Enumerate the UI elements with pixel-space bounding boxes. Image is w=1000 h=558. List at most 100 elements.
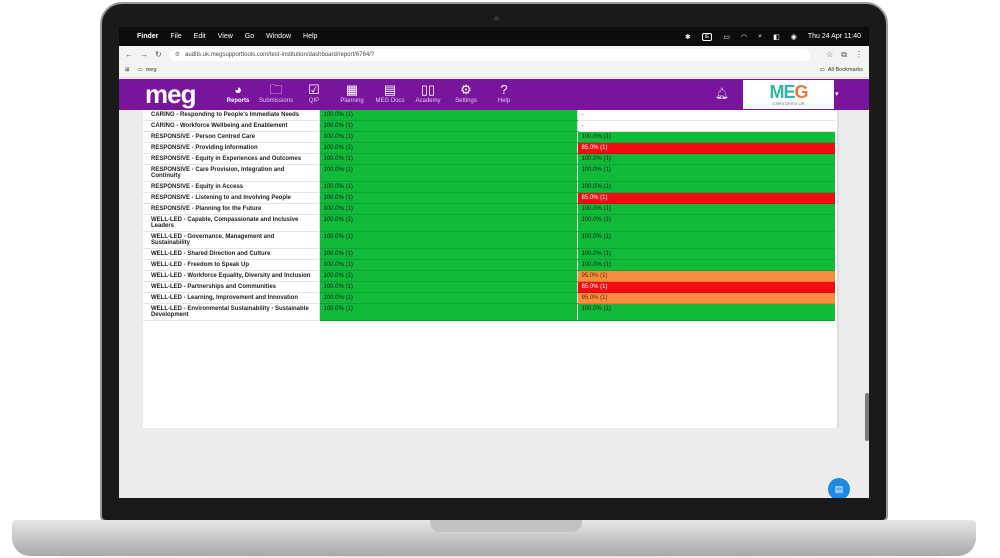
- score-cell-2[interactable]: -: [576, 110, 835, 121]
- score-cell-1[interactable]: 100.0% (1): [318, 110, 577, 121]
- chevron-down-icon[interactable]: ▾: [835, 91, 839, 98]
- laptop-base: [12, 520, 976, 556]
- table-row: WELL-LED - Environmental Sustainability …: [143, 303, 835, 321]
- mac-menubar: Finder File Edit View Go Window Help ✱ I…: [119, 27, 869, 46]
- nav-submissions-label: Submissions: [258, 98, 293, 104]
- menubar-clock[interactable]: Thu 24 Apr 11:40: [807, 33, 861, 40]
- control-center-icon[interactable]: ◧: [773, 33, 780, 41]
- camera: [494, 16, 499, 21]
- score-cell-2[interactable]: 100.0% (1): [576, 231, 835, 249]
- score-cell-1[interactable]: 100.0% (1): [318, 248, 577, 260]
- wifi-icon[interactable]: ◠: [741, 33, 748, 41]
- score-cell-1[interactable]: 100.0% (1): [318, 192, 577, 204]
- site-info-icon[interactable]: ⚙: [174, 52, 181, 58]
- nav-academy[interactable]: ▯▯ Academy: [409, 79, 447, 110]
- score-cell-1[interactable]: 100.0% (1): [318, 131, 577, 143]
- nav-qip[interactable]: ☑ QIP: [295, 79, 333, 110]
- help-icon: ?: [500, 82, 508, 97]
- report-table: CARING - Responding to People's Immediat…: [143, 110, 835, 321]
- menu-window[interactable]: Window: [266, 33, 292, 40]
- bookmark-meg[interactable]: meg: [145, 67, 157, 73]
- score-cell-2[interactable]: 100.0% (1): [576, 203, 835, 215]
- bookmark-star-icon[interactable]: ☆: [826, 50, 834, 59]
- more-menu-icon[interactable]: ⋮: [855, 50, 863, 59]
- score-cell-1[interactable]: 100.0% (1): [318, 259, 577, 271]
- chat-button[interactable]: ▤: [828, 478, 850, 498]
- score-cell-2[interactable]: 95.0% (1): [576, 270, 835, 282]
- report-panel: CARING - Responding to People's Immediat…: [143, 110, 839, 428]
- score-cell-2[interactable]: 100.0% (1): [576, 248, 835, 260]
- score-cell-2[interactable]: 100.0% (1): [576, 214, 835, 232]
- score-cell-2[interactable]: -: [576, 120, 835, 132]
- score-cell-2[interactable]: 85.0% (1): [576, 192, 835, 204]
- battery-icon[interactable]: ▭: [723, 33, 731, 41]
- score-cell-2[interactable]: 95.0% (1): [576, 292, 835, 304]
- row-standard-name: RESPONSIVE - Planning for the Future: [143, 203, 319, 215]
- gear-icon: ⚙: [460, 82, 472, 97]
- nav-submissions[interactable]: 🗀 Submissions: [257, 79, 295, 110]
- meg-logo[interactable]: meg: [145, 79, 196, 109]
- score-cell-2[interactable]: 85.0% (1): [576, 142, 835, 154]
- row-standard-name: CARING - Responding to People's Immediat…: [143, 110, 319, 121]
- all-bookmarks[interactable]: ▭ All Bookmarks: [820, 67, 863, 73]
- nav-planning-label: Planning: [340, 98, 364, 104]
- score-cell-1[interactable]: 100.0% (1): [318, 270, 577, 282]
- score-cell-1[interactable]: 100.0% (1): [318, 120, 577, 132]
- score-cell-1[interactable]: 100.0% (1): [318, 214, 577, 232]
- app-header: meg ◕ Reports 🗀 Submissions ☑ QIP ▦ Plan…: [119, 79, 869, 110]
- nav-settings[interactable]: ⚙ Settings: [447, 79, 485, 110]
- table-row: WELL-LED - Governance, Management and Su…: [143, 231, 835, 249]
- score-cell-2[interactable]: 100.0% (1): [576, 259, 835, 271]
- menu-help[interactable]: Help: [303, 33, 318, 40]
- score-cell-1[interactable]: 100.0% (1): [318, 281, 577, 293]
- user-icon[interactable]: ◉: [790, 33, 797, 41]
- all-bookmarks-label: All Bookmarks: [827, 67, 863, 73]
- menu-edit[interactable]: Edit: [193, 33, 206, 40]
- back-icon[interactable]: ←: [125, 50, 133, 59]
- nav-planning[interactable]: ▦ Planning: [333, 79, 371, 110]
- menu-go[interactable]: Go: [244, 33, 255, 40]
- score-cell-2[interactable]: 100.0% (1): [576, 181, 835, 193]
- reload-icon[interactable]: ↻: [155, 50, 162, 59]
- notification-bell-icon[interactable]: 🔔︎: [715, 88, 729, 100]
- main-nav: ◕ Reports 🗀 Submissions ☑ QIP ▦ Planning…: [219, 79, 523, 110]
- score-cell-1[interactable]: 100.0% (1): [318, 181, 577, 193]
- table-row: WELL-LED - Workforce Equality, Diversity…: [143, 270, 835, 282]
- score-cell-1[interactable]: 100.0% (1): [318, 292, 577, 304]
- score-cell-1[interactable]: 100.0% (1): [318, 303, 577, 321]
- document-icon: ▤: [383, 82, 397, 97]
- row-standard-name: WELL-LED - Learning, Improvement and Inn…: [143, 292, 319, 304]
- score-cell-1[interactable]: 100.0% (1): [318, 164, 577, 182]
- keyboard-input-icon[interactable]: IE: [701, 32, 713, 41]
- nav-meg-docs[interactable]: ▤ MEG Docs: [371, 79, 409, 110]
- score-cell-2[interactable]: 100.0% (1): [576, 164, 835, 182]
- nav-reports[interactable]: ◕ Reports: [219, 79, 257, 110]
- score-cell-1[interactable]: 100.0% (1): [318, 153, 577, 165]
- row-standard-name: RESPONSIVE - Providing Information: [143, 142, 319, 154]
- client-selector[interactable]: MEG Client Demo UK: [743, 80, 834, 109]
- row-standard-name: RESPONSIVE - Care Provision, Integration…: [143, 164, 319, 182]
- score-cell-1[interactable]: 100.0% (1): [318, 231, 577, 249]
- score-cell-1[interactable]: 100.0% (1): [318, 142, 577, 154]
- chat-icon: ▤: [834, 483, 844, 494]
- extensions-icon[interactable]: ⧉: [841, 49, 847, 59]
- menu-view[interactable]: View: [217, 33, 233, 40]
- score-cell-2[interactable]: 85.0% (1): [576, 281, 835, 293]
- score-cell-2[interactable]: 100.0% (1): [576, 131, 835, 143]
- score-cell-1[interactable]: 100.0% (1): [318, 203, 577, 215]
- score-cell-2[interactable]: 100.0% (1): [576, 303, 835, 321]
- menu-app-name[interactable]: Finder: [137, 33, 159, 40]
- scrollbar[interactable]: [865, 393, 869, 441]
- table-row: WELL-LED - Shared Direction and Culture 1…: [143, 248, 835, 260]
- bluetooth-icon[interactable]: ✱: [684, 33, 691, 41]
- table-row: WELL-LED - Freedom to Speak Up 100.0% (1)…: [143, 259, 835, 271]
- forward-icon[interactable]: →: [140, 50, 148, 59]
- nav-help[interactable]: ? Help: [485, 79, 523, 110]
- apps-grid-icon[interactable]: ⊞: [125, 67, 130, 73]
- row-standard-name: WELL-LED - Shared Direction and Culture: [143, 248, 319, 260]
- screen: Finder File Edit View Go Window Help ✱ I…: [119, 27, 869, 498]
- menu-file[interactable]: File: [170, 33, 182, 40]
- score-cell-2[interactable]: 100.0% (1): [576, 153, 835, 165]
- search-icon[interactable]: ⌕: [758, 32, 763, 40]
- url-field[interactable]: ⚙ audits.uk.megsupporttools.com/test-ins…: [168, 48, 811, 61]
